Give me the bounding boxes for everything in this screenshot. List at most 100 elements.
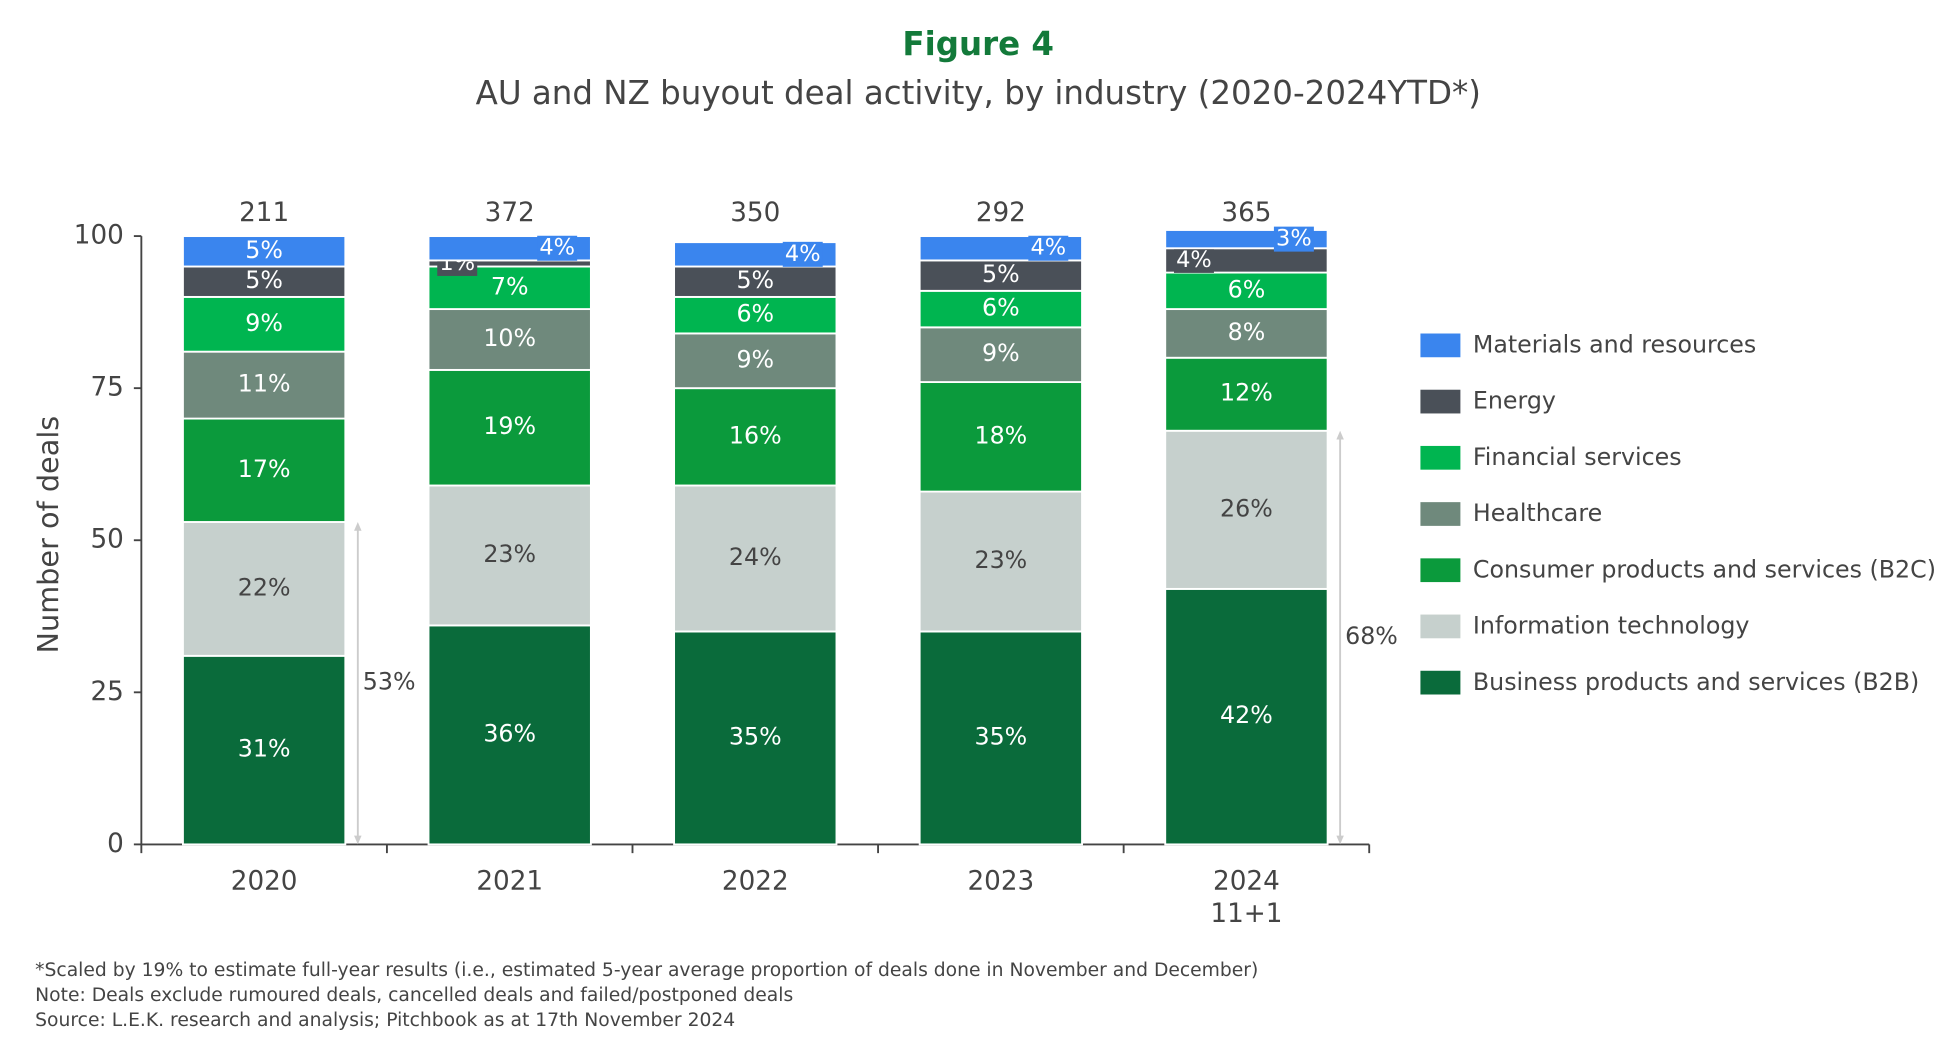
bar-segment (182, 235, 347, 268)
value-label: 4% (1030, 235, 1066, 261)
value-label-box (1173, 247, 1214, 273)
legend-swatch (1420, 558, 1461, 583)
bar-segment (182, 350, 347, 420)
legend-swatch (1420, 614, 1461, 639)
value-label: 6% (1228, 275, 1266, 303)
bar-segment (918, 326, 1083, 384)
x-tick-label: 2022 (722, 866, 789, 896)
value-label: 35% (974, 722, 1027, 750)
value-label: 24% (729, 543, 782, 571)
footnote: Note: Deals exclude rumoured deals, canc… (35, 985, 793, 1006)
value-label: 12% (1220, 379, 1273, 407)
x-tick-label: 2023 (967, 866, 1034, 896)
legend-swatch (1420, 445, 1461, 470)
x-tick-label: 2021 (476, 866, 543, 896)
legend-label: Business products and services (B2B) (1473, 668, 1919, 696)
value-label: 5% (982, 260, 1020, 288)
bar-segment (918, 490, 1083, 633)
bar-segment (673, 265, 838, 298)
value-label-box (537, 235, 578, 261)
value-label: 9% (736, 345, 774, 373)
value-label: 11% (238, 370, 291, 398)
bar-segment (918, 381, 1083, 493)
bar-segment (673, 630, 838, 846)
legend-label: Information technology (1473, 612, 1750, 640)
chart-heading: Figure 4 (902, 25, 1054, 63)
legend-swatch (1420, 389, 1461, 414)
footnote: Source: L.E.K. research and analysis; Pi… (35, 1010, 735, 1031)
bar-segment (673, 387, 838, 487)
value-label: 17% (238, 455, 291, 483)
bar-segment (182, 295, 347, 353)
legend-swatch (1420, 333, 1461, 358)
value-label: 35% (729, 722, 782, 750)
value-label: 5% (736, 266, 774, 294)
value-label: 36% (483, 719, 536, 747)
chart-title: AU and NZ buyout deal activity, by indus… (476, 74, 1481, 112)
legend-label: Energy (1473, 387, 1556, 415)
value-label: 10% (483, 324, 536, 352)
bar-segment (918, 289, 1083, 329)
value-label: 4% (1176, 247, 1212, 273)
x-tick-label: 2024 (1213, 866, 1280, 896)
bar-segment (673, 295, 838, 335)
value-label: 4% (785, 241, 821, 267)
value-label: 9% (982, 339, 1020, 367)
y-tick-label: 50 (90, 525, 123, 555)
arrow-head (354, 521, 362, 531)
legend-label: Materials and resources (1473, 331, 1756, 359)
annotation-label: 53% (363, 668, 416, 696)
total-label: 350 (730, 198, 780, 228)
legend-label: Consumer products and services (B2C) (1473, 555, 1936, 583)
total-label: 365 (1221, 198, 1271, 228)
footnote: *Scaled by 19% to estimate full-year res… (35, 960, 1258, 981)
arrow-head (354, 835, 362, 845)
value-label: 42% (1220, 701, 1273, 729)
value-label: 5% (245, 236, 283, 264)
bar-segment (427, 484, 592, 627)
value-label: 7% (491, 272, 529, 300)
legend-swatch (1420, 670, 1461, 695)
bar-segment (1164, 271, 1329, 311)
legend-label: Financial services (1473, 443, 1682, 471)
value-label: 26% (1220, 494, 1273, 522)
bar-segment (427, 368, 592, 487)
y-axis-label: Number of deals (31, 416, 65, 654)
value-label: 8% (1228, 318, 1266, 346)
bar-segment (182, 417, 347, 523)
bar-segment (1164, 356, 1329, 432)
legend-swatch (1420, 502, 1461, 526)
value-label: 6% (982, 294, 1020, 322)
value-label: 9% (245, 309, 283, 337)
value-label-box (1028, 235, 1069, 261)
value-label: 6% (736, 300, 774, 328)
bar-segment (182, 265, 347, 298)
value-label: 23% (483, 540, 536, 568)
bar-segment (182, 521, 347, 657)
arrow-head (1336, 835, 1344, 845)
value-label: 19% (483, 412, 536, 440)
value-label-box (782, 241, 823, 267)
value-label: 3% (1276, 226, 1312, 252)
bar-segment (1164, 587, 1329, 846)
value-label: 23% (974, 546, 1027, 574)
value-label: 5% (245, 266, 283, 294)
total-label: 372 (485, 198, 535, 228)
total-label: 211 (239, 198, 289, 228)
value-label: 4% (539, 235, 575, 261)
bar-segment (1164, 308, 1329, 359)
y-tick-label: 0 (107, 829, 124, 859)
value-label: 22% (238, 573, 291, 601)
y-tick-label: 75 (90, 373, 123, 403)
x-tick-label: 2020 (231, 866, 298, 896)
value-label-box (1273, 226, 1314, 252)
y-tick-label: 25 (90, 677, 123, 707)
bar-segment (182, 654, 347, 846)
legend-label: Healthcare (1473, 499, 1602, 527)
bar-segment (673, 484, 838, 633)
bar-segment (427, 624, 592, 846)
bar-segment (918, 259, 1083, 292)
total-label: 292 (976, 198, 1026, 228)
